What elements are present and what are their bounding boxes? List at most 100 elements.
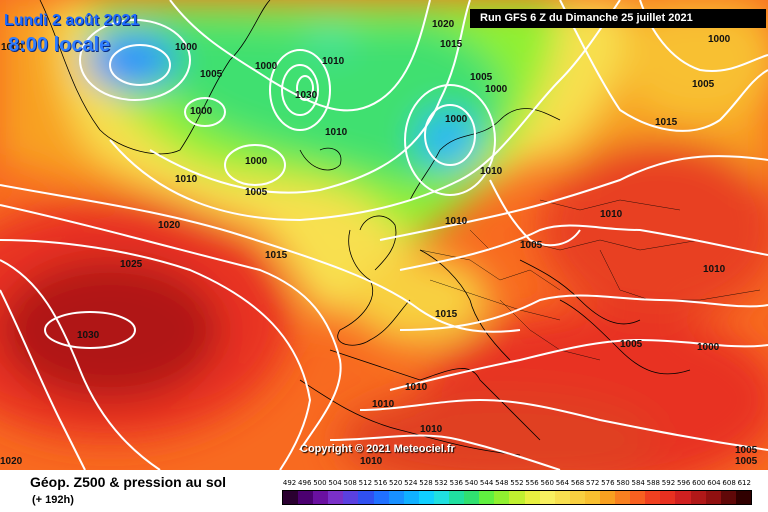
run-info: Run GFS 6 Z du Dimanche 25 juillet 2021 xyxy=(470,9,766,28)
scale-label: 580 xyxy=(616,479,630,487)
weather-map: 1000 1005 1000 1030 1010 1020 1015 1005 1000 1000… xyxy=(0,0,768,470)
scale-swatch xyxy=(524,491,540,504)
isobar-label: 1010 xyxy=(175,174,198,185)
isobar-label: 1005 xyxy=(620,339,643,350)
isobar-label: 1015 xyxy=(440,39,463,50)
scale-swatch xyxy=(328,491,344,504)
map-title: Géop. Z500 & pression au sol xyxy=(30,474,227,490)
scale-swatch xyxy=(690,491,706,504)
scale-label: 524 xyxy=(404,479,418,487)
scale-label: 508 xyxy=(343,479,357,487)
isobar-label: 1005 xyxy=(735,456,758,467)
scale-label: 548 xyxy=(495,479,509,487)
isobar-label: 1020 xyxy=(432,19,455,30)
isobar-label: 1010 xyxy=(322,56,345,67)
scale-label: 532 xyxy=(434,479,448,487)
scale-swatch xyxy=(630,491,646,504)
scale-label: 596 xyxy=(676,479,691,487)
scale-swatch xyxy=(584,491,600,504)
isobar-label: 1010 xyxy=(372,399,395,410)
isobar-label: 1005 xyxy=(200,69,223,80)
isobar-label: 1020 xyxy=(0,456,23,467)
scale-label: 612 xyxy=(737,479,751,487)
isobar-label: 1000 xyxy=(255,61,278,72)
scale-swatch xyxy=(433,491,450,504)
scale-swatch xyxy=(298,491,314,504)
scale-label: 588 xyxy=(646,479,661,487)
scale-label: 552 xyxy=(510,479,524,487)
scale-swatch xyxy=(403,491,419,504)
isobar-label: 1005 xyxy=(470,72,493,83)
isobar-label: 1010 xyxy=(703,264,726,275)
isobar-label: 1005 xyxy=(520,240,543,251)
scale-label: 504 xyxy=(328,479,342,487)
scale-swatch xyxy=(645,491,661,504)
isobar-label: 1000 xyxy=(697,342,720,353)
isobar-label: 1000 xyxy=(175,42,198,53)
scale-label: 592 xyxy=(661,479,676,487)
scale-swatch xyxy=(388,491,404,504)
scale-swatch xyxy=(494,491,510,504)
scale-label: 512 xyxy=(358,479,373,487)
scale-label: 572 xyxy=(586,479,600,487)
isobar-label: 1030 xyxy=(77,330,100,341)
scale-swatch xyxy=(660,491,676,504)
isobar-lines xyxy=(0,0,768,470)
scale-swatch xyxy=(599,491,616,504)
scale-swatch xyxy=(675,491,691,504)
scale-swatch xyxy=(358,491,374,504)
isobar-label: 1000 xyxy=(708,34,731,45)
isobar-label: 1005 xyxy=(735,445,758,456)
scale-label: 516 xyxy=(373,479,388,487)
isobar-label: 1000 xyxy=(245,156,268,167)
scale-label: 600 xyxy=(692,479,706,487)
scale-label: 520 xyxy=(388,479,403,487)
scale-label: 608 xyxy=(722,479,736,487)
copyright: Copyright © 2021 Meteociel.fr xyxy=(300,443,455,455)
scale-label: 496 xyxy=(298,479,312,487)
scale-swatch xyxy=(539,491,555,504)
isobar-label: 1005 xyxy=(245,187,268,198)
scale-label: 560 xyxy=(540,479,554,487)
scale-label: 576 xyxy=(601,479,615,487)
color-scale-labels: 492 496 500 504 508 512 516 520 524 528 532 536 540 5… xyxy=(282,479,752,489)
scale-swatch xyxy=(569,491,585,504)
isobar-label: 1005 xyxy=(692,79,715,90)
forecast-date: Lundi 2 août 2021 xyxy=(4,12,140,29)
scale-swatch xyxy=(705,491,721,504)
scale-swatch xyxy=(554,491,570,504)
isobar-label: 1020 xyxy=(158,220,181,231)
scale-swatch xyxy=(373,491,389,504)
scale-swatch xyxy=(615,491,631,504)
isobar-label: 1000 xyxy=(190,106,213,117)
scale-swatch xyxy=(343,491,359,504)
scale-swatch xyxy=(735,491,751,504)
isobar-label: 1010 xyxy=(405,382,428,393)
isobar-label: 1010 xyxy=(600,209,623,220)
scale-swatch xyxy=(283,491,299,504)
legend-bar: Géop. Z500 & pression au sol (+ 192h) 49… xyxy=(0,470,768,512)
isobar-label: 1010 xyxy=(480,166,503,177)
isobar-label: 1010 xyxy=(420,424,443,435)
scale-swatch xyxy=(464,491,480,504)
isobar-label: 1030 xyxy=(295,90,318,101)
forecast-range: (+ 192h) xyxy=(32,494,74,506)
isobar-label: 1010 xyxy=(325,127,348,138)
scale-swatch xyxy=(479,491,495,504)
scale-label: 540 xyxy=(464,479,479,487)
isobar-label: 1015 xyxy=(265,250,288,261)
color-scale xyxy=(282,490,752,505)
scale-label: 584 xyxy=(631,479,645,487)
scale-swatch xyxy=(449,491,465,504)
scale-label: 564 xyxy=(555,479,570,487)
isobar-label: 1000 xyxy=(445,114,468,125)
scale-swatch xyxy=(313,491,329,504)
scale-label: 536 xyxy=(449,479,463,487)
scale-swatch xyxy=(418,491,434,504)
scale-swatch xyxy=(720,491,736,504)
isobar-label: 1015 xyxy=(435,309,458,320)
isobar-label: 1010 xyxy=(445,216,468,227)
scale-label: 604 xyxy=(707,479,721,487)
scale-label: 544 xyxy=(479,479,494,487)
